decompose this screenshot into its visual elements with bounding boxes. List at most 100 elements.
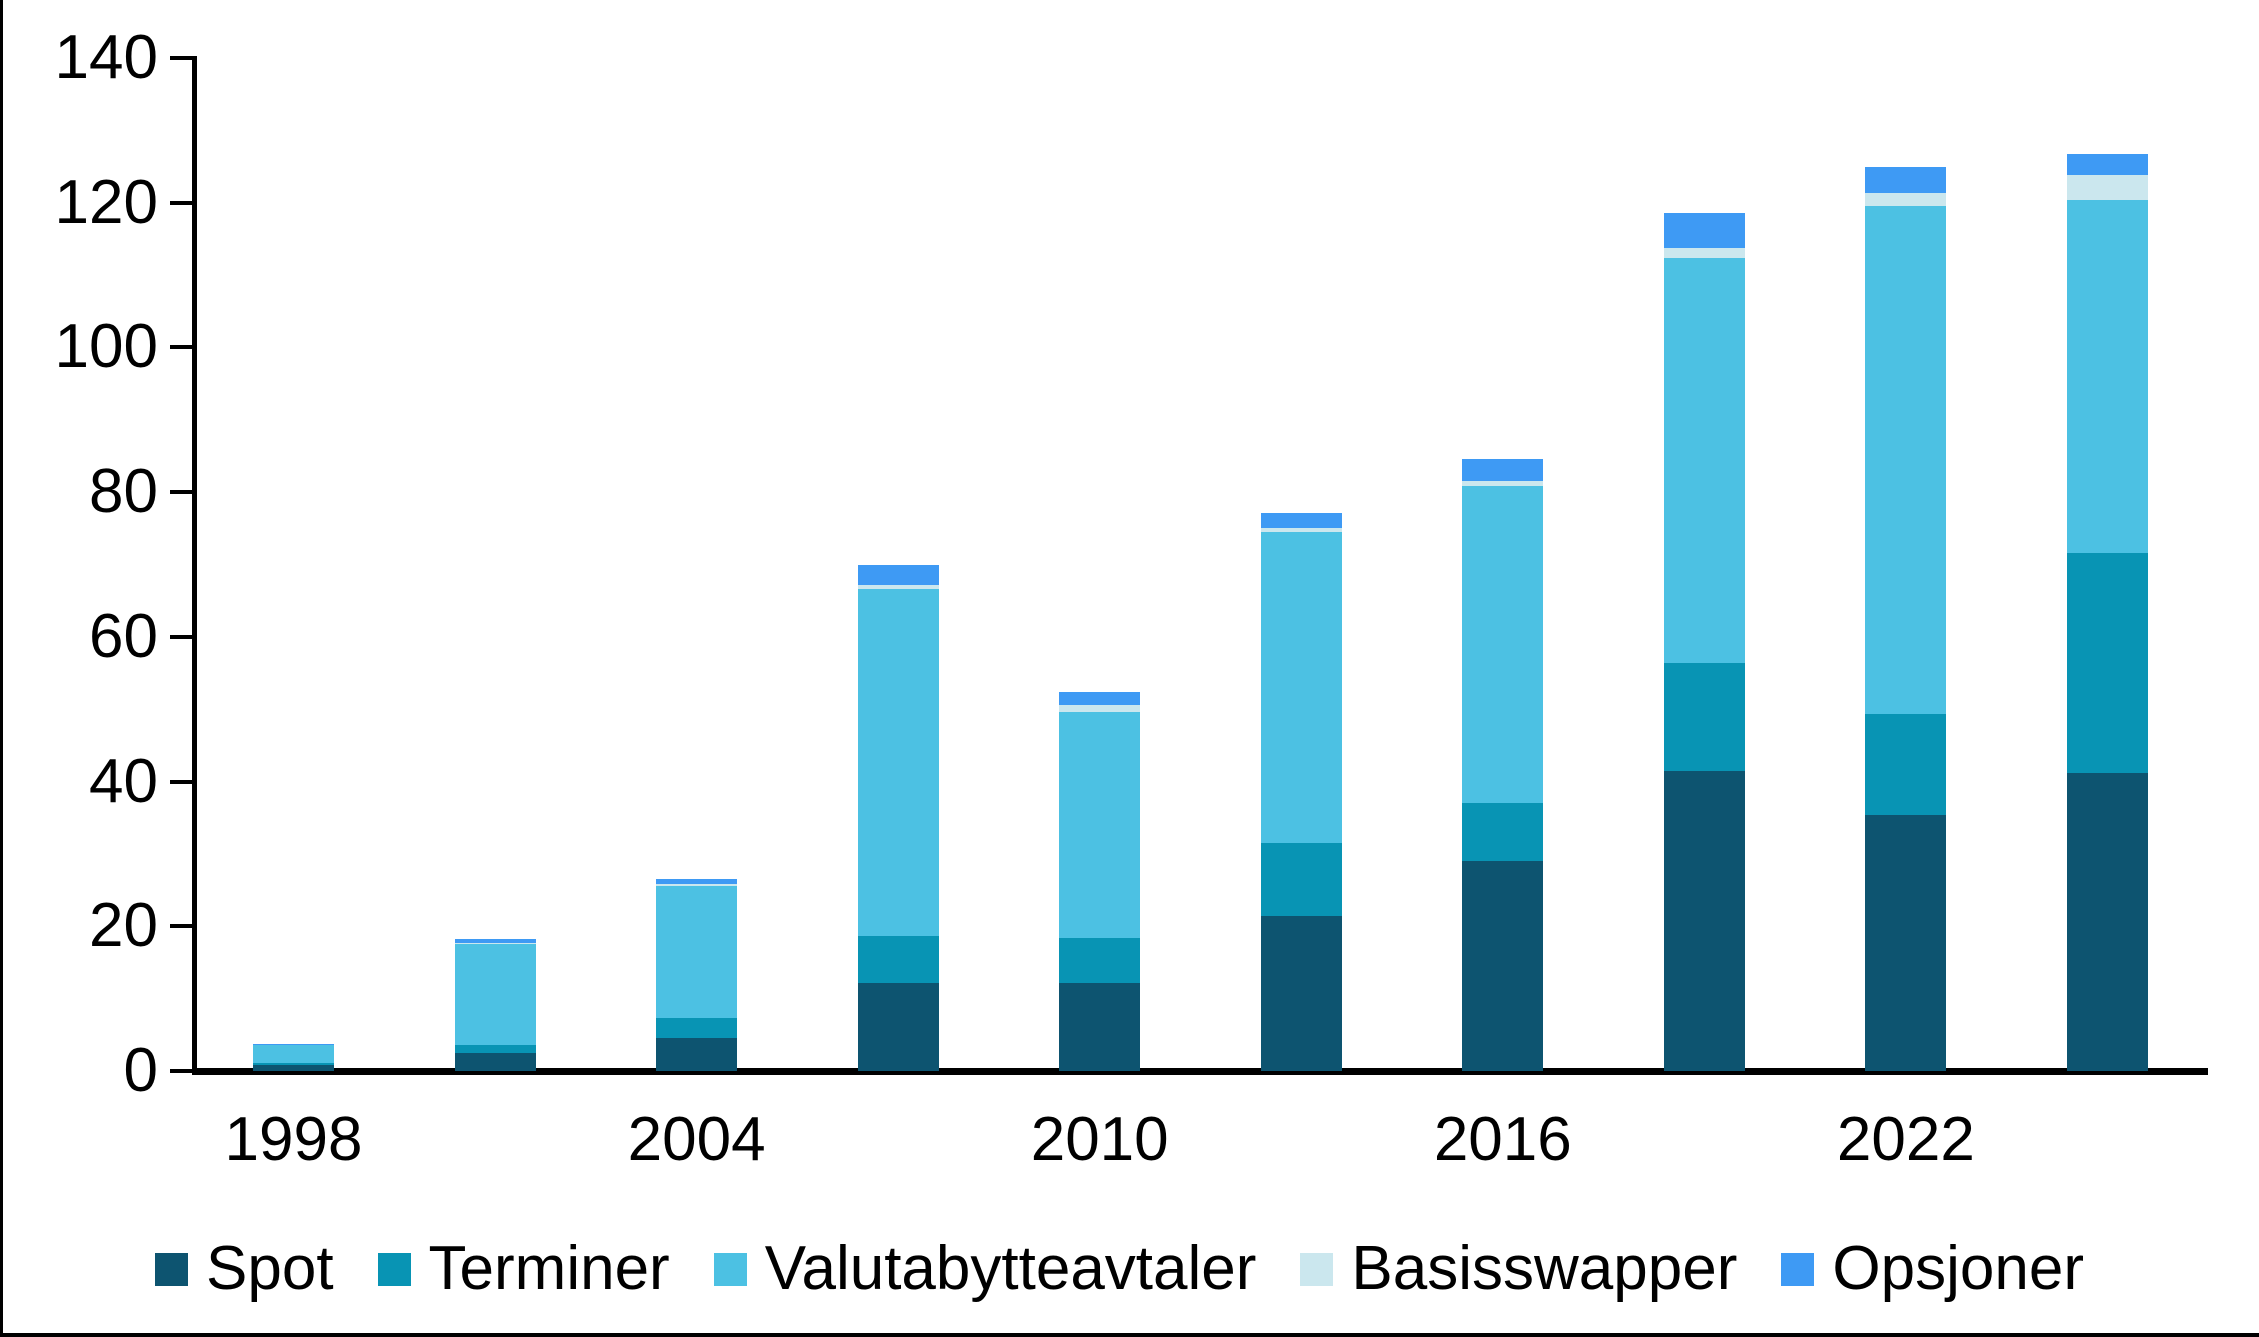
bar-segment-2004-spot xyxy=(656,1037,737,1071)
legend-swatch-terminer xyxy=(377,1252,411,1286)
bar-segment-2010-valutabytteavtaler xyxy=(1059,712,1140,938)
legend-swatch-valutabytteavtaler xyxy=(713,1252,747,1286)
y-tick-mark-40 xyxy=(170,779,192,784)
bar-segment-2007-valutabytteavtaler xyxy=(858,589,939,936)
legend-swatch-basisswapper xyxy=(1300,1252,1334,1286)
y-tick-mark-120 xyxy=(170,200,192,205)
y-tick-mark-80 xyxy=(170,490,192,495)
bar-segment-2004-basisswapper xyxy=(656,884,737,886)
y-tick-mark-140 xyxy=(170,56,192,60)
y-tick-mark-60 xyxy=(170,634,192,639)
bar-segment-2016-terminer xyxy=(1462,802,1543,862)
y-tick-mark-20 xyxy=(170,924,192,929)
bar-segment-2001-valutabytteavtaler xyxy=(455,943,536,1045)
bar-segment-2016-basisswapper xyxy=(1462,481,1543,487)
bar-segment-1998-opsjoner xyxy=(253,1044,334,1045)
bar-segment-2022-opsjoner xyxy=(1865,166,1946,193)
y-tick-label-140: 140 xyxy=(54,23,158,92)
y-tick-label-40: 40 xyxy=(89,746,158,816)
bar-segment-2001-basisswapper xyxy=(455,942,536,944)
bar-segment-2010-terminer xyxy=(1059,937,1140,983)
bar-segment-2022-valutabytteavtaler xyxy=(1865,205,1946,715)
y-tick-label-60: 60 xyxy=(89,601,158,671)
bar-2019 xyxy=(1664,212,1745,1071)
y-axis-line xyxy=(192,56,197,1075)
x-axis-line xyxy=(192,1068,2208,1075)
legend-swatch-opsjoner xyxy=(1781,1252,1815,1286)
bar-segment-2007-terminer xyxy=(858,935,939,984)
bar-segment-2022-spot xyxy=(1865,814,1946,1071)
bar-segment-2019-spot xyxy=(1664,770,1745,1071)
bar-segment-1998-valutabytteavtaler xyxy=(253,1044,334,1064)
bar-segment-2025-spot xyxy=(2067,772,2148,1071)
bar-segment-2007-basisswapper xyxy=(858,584,939,590)
bar-segment-2010-basisswapper xyxy=(1059,704,1140,713)
bar-segment-2004-valutabytteavtaler xyxy=(656,885,737,1019)
bar-2013 xyxy=(1261,513,1342,1071)
bar-segment-2025-valutabytteavtaler xyxy=(2067,199,2148,553)
bar-segment-2025-basisswapper xyxy=(2067,175,2148,200)
bar-2001 xyxy=(455,938,536,1071)
bar-segment-1998-terminer xyxy=(253,1063,334,1066)
bar-segment-2019-opsjoner xyxy=(1664,212,1745,249)
y-tick-label-0: 0 xyxy=(123,1036,158,1105)
x-tick-label-2016: 2016 xyxy=(1433,1105,1572,1174)
legend-label-spot: Spot xyxy=(206,1234,334,1303)
bar-2025 xyxy=(2067,153,2148,1071)
bar-segment-2001-opsjoner xyxy=(455,938,536,943)
screenshot-left-border xyxy=(0,0,3,1337)
legend: Spot Terminer Valutabytteavtaler Basisswapp… xyxy=(155,1236,2084,1302)
y-tick-label-100: 100 xyxy=(54,312,158,382)
bar-segment-2013-valutabytteavtaler xyxy=(1261,531,1342,844)
legend-label-basisswapper: Basisswapper xyxy=(1351,1234,1738,1303)
bar-segment-1998-spot xyxy=(253,1065,334,1071)
x-tick-label-1998: 1998 xyxy=(224,1105,363,1174)
bar-segment-2025-opsjoner xyxy=(2067,153,2148,176)
bar-1998 xyxy=(253,1044,334,1071)
legend-item-terminer: Terminer xyxy=(377,1234,670,1303)
bar-segment-2016-opsjoner xyxy=(1462,458,1543,482)
legend-label-terminer: Terminer xyxy=(428,1234,670,1303)
legend-item-basisswapper: Basisswapper xyxy=(1300,1236,1737,1302)
bar-segment-2010-opsjoner xyxy=(1059,691,1140,705)
y-tick-label-20: 20 xyxy=(89,891,158,961)
legend-item-opsjoner: Opsjoner xyxy=(1781,1236,2084,1302)
bar-2022 xyxy=(1865,166,1946,1071)
legend-item-spot: Spot xyxy=(155,1236,334,1302)
bar-segment-2016-valutabytteavtaler xyxy=(1462,486,1543,803)
bar-segment-2010-spot xyxy=(1059,982,1140,1071)
legend-item-valutabytteavtaler: Valutabytteavtaler xyxy=(713,1234,1257,1303)
x-tick-label-2022: 2022 xyxy=(1836,1105,1975,1174)
legend-label-valutabytteavtaler: Valutabytteavtaler xyxy=(764,1234,1257,1303)
bar-segment-2019-basisswapper xyxy=(1664,248,1745,258)
bar-segment-2013-spot xyxy=(1261,916,1342,1071)
bar-2010 xyxy=(1059,691,1140,1071)
bar-segment-2001-spot xyxy=(455,1052,536,1071)
screenshot-bottom-border xyxy=(0,1333,2259,1337)
bar-segment-2019-terminer xyxy=(1664,662,1745,771)
bar-segment-2007-opsjoner xyxy=(858,564,939,585)
y-tick-label-80: 80 xyxy=(89,457,158,527)
bar-segment-2007-spot xyxy=(858,983,939,1071)
bar-segment-2019-valutabytteavtaler xyxy=(1664,257,1745,663)
bar-segment-2013-terminer xyxy=(1261,843,1342,917)
x-tick-label-2004: 2004 xyxy=(627,1105,766,1174)
bar-segment-2022-terminer xyxy=(1865,714,1946,815)
legend-swatch-spot xyxy=(155,1252,188,1286)
y-tick-mark-0 xyxy=(170,1069,192,1073)
x-tick-label-2010: 2010 xyxy=(1030,1105,1169,1174)
bar-segment-2016-spot xyxy=(1462,861,1543,1071)
bar-segment-2013-opsjoner xyxy=(1261,513,1342,528)
bar-segment-2004-terminer xyxy=(656,1018,737,1038)
legend-label-opsjoner: Opsjoner xyxy=(1832,1234,2084,1303)
y-tick-mark-100 xyxy=(170,345,192,350)
bar-2016 xyxy=(1462,458,1543,1071)
y-tick-label-120: 120 xyxy=(54,167,158,237)
bar-segment-2013-basisswapper xyxy=(1261,527,1342,532)
bar-segment-2025-terminer xyxy=(2067,552,2148,773)
bar-2004 xyxy=(656,879,737,1071)
bar-segment-2022-basisswapper xyxy=(1865,192,1946,206)
bar-segment-2001-terminer xyxy=(455,1044,536,1053)
bar-segment-2004-opsjoner xyxy=(656,879,737,885)
